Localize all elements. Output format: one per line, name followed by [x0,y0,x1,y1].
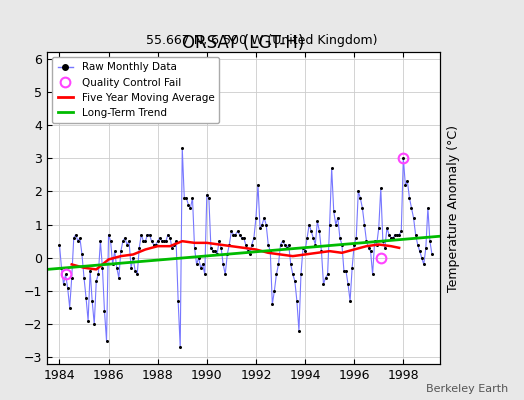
Text: 55.667 N, 6.500 W (United Kingdom): 55.667 N, 6.500 W (United Kingdom) [146,34,378,47]
Title: ORSAY (LGT-H): ORSAY (LGT-H) [182,34,305,52]
Legend: Raw Monthly Data, Quality Control Fail, Five Year Moving Average, Long-Term Tren: Raw Monthly Data, Quality Control Fail, … [52,57,220,123]
Text: Berkeley Earth: Berkeley Earth [426,384,508,394]
Y-axis label: Temperature Anomaly (°C): Temperature Anomaly (°C) [447,124,460,292]
